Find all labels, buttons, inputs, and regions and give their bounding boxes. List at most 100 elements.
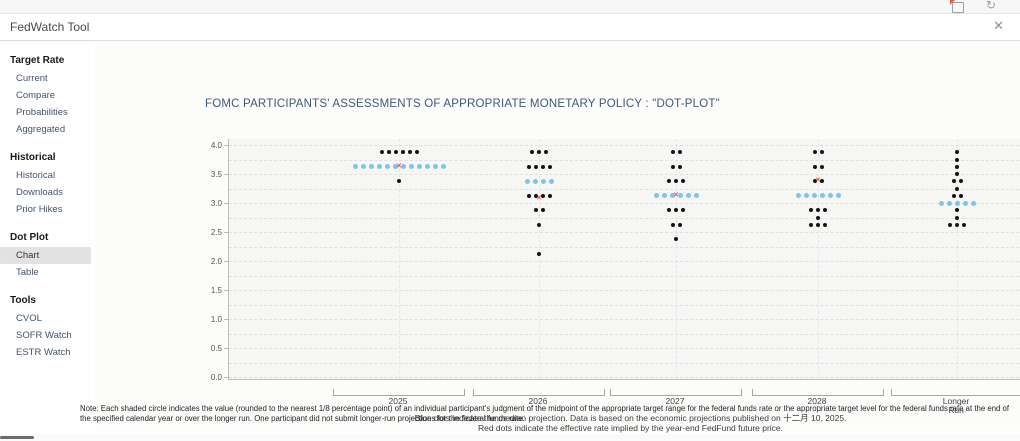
participant-dot	[533, 164, 538, 169]
y-tick-label: 2.5	[210, 228, 222, 237]
gridline	[229, 246, 1020, 248]
participant-dot	[540, 208, 545, 213]
participant-dot	[533, 208, 538, 213]
dot-row-2027-3.625	[670, 164, 682, 169]
sidebar-item-table[interactable]: Table	[16, 267, 39, 278]
sidebar-section-historical: Historical	[10, 152, 56, 163]
participant-dot	[819, 164, 824, 169]
dot-row-2028-2.75	[816, 215, 820, 220]
y-tick-label: 1.5	[210, 286, 222, 295]
gridline	[229, 203, 1020, 204]
dot-row-2026-3.875	[530, 150, 548, 155]
participant-dot	[670, 150, 675, 155]
dot-row-2027-2.375	[674, 237, 678, 242]
category-label-2028: 2028	[807, 396, 827, 406]
dot-row-longer-run-3.75	[955, 157, 959, 162]
median-projection-dot	[368, 164, 374, 170]
median-projection-dot	[685, 193, 691, 199]
sidebar-item-sofr-watch[interactable]: SOFR Watch	[16, 330, 72, 341]
refresh-icon[interactable]: ↻	[985, 0, 996, 12]
participant-dot	[955, 157, 959, 162]
caption-blue-dots: Blue dots indicate the median projection…	[414, 413, 847, 423]
dot-row-2027-3.125	[653, 193, 699, 199]
median-projection-dot	[352, 164, 358, 170]
category-bracket	[891, 389, 1020, 396]
chart-caption: Blue dots indicate the median projection…	[228, 413, 1020, 433]
participant-dot	[955, 215, 959, 220]
sidebar-item-aggregated[interactable]: Aggregated	[16, 124, 66, 135]
sidebar-item-probabilities[interactable]: Probabilities	[16, 107, 68, 118]
dot-row-longer-run-2.625	[948, 222, 966, 227]
dot-row-2026-3.125	[526, 193, 552, 198]
chart-title: FOMC PARTICIPANTS' ASSESSMENTS OF APPROP…	[205, 98, 720, 110]
participant-dot	[674, 208, 678, 213]
participant-dot	[681, 208, 685, 213]
median-projection-dot	[400, 164, 406, 170]
participant-dot	[386, 150, 391, 155]
median-projection-dot	[835, 193, 841, 199]
dot-row-2026-3.375	[524, 178, 554, 184]
gridline	[229, 377, 1020, 378]
participant-dot	[962, 222, 966, 227]
gridline	[229, 232, 1020, 233]
sidebar-item-historical[interactable]: Historical	[16, 170, 56, 181]
sidebar-item-cvol[interactable]: CVOL	[16, 313, 42, 324]
participant-dot	[667, 179, 671, 184]
implied-rate-marker: ✕	[396, 162, 402, 170]
gridline	[229, 362, 1020, 364]
participant-dot	[530, 150, 534, 155]
dot-row-2028-2.875	[809, 208, 827, 213]
median-projection-dot	[432, 164, 438, 170]
gridline	[229, 188, 1020, 190]
y-tick-label: 2.0	[210, 257, 222, 266]
median-projection-dot	[827, 193, 833, 199]
horizontal-scrollbar[interactable]	[0, 434, 1020, 441]
median-projection-dot	[677, 193, 683, 199]
participant-dot	[809, 208, 813, 213]
y-tick-label: 0.5	[210, 344, 222, 353]
participant-dot	[823, 208, 827, 213]
open-in-new-window-icon[interactable]	[950, 0, 964, 13]
median-projection-dot	[532, 178, 538, 184]
dot-row-2027-2.625	[670, 222, 682, 227]
sidebar-item-prior-hikes[interactable]: Prior Hikes	[16, 204, 63, 215]
y-tick-label: 3.5	[210, 170, 222, 179]
chart-panel: FOMC PARTICIPANTS' ASSESSMENTS OF APPROP…	[95, 41, 1020, 433]
dot-row-2026-2.875	[533, 208, 545, 213]
gridline	[229, 348, 1020, 349]
gridline	[229, 174, 1020, 175]
close-icon[interactable]: ✕	[993, 18, 1004, 33]
median-projection-dot	[693, 193, 699, 199]
y-tick-label: 3.0	[210, 199, 222, 208]
gridline	[229, 159, 1020, 161]
sidebar-item-estr-watch[interactable]: ESTR Watch	[16, 347, 71, 358]
gridline	[229, 290, 1020, 291]
category-bracket	[610, 389, 742, 396]
participant-dot	[951, 193, 956, 198]
y-tick-mark	[224, 348, 228, 349]
participant-dot	[526, 164, 531, 169]
participant-dot	[540, 193, 545, 198]
sidebar-item-downloads[interactable]: Downloads	[16, 187, 63, 198]
participant-dot	[407, 150, 412, 155]
category-label-2027: 2027	[665, 396, 685, 406]
category-guide-line	[818, 139, 819, 379]
participant-dot	[547, 193, 552, 198]
median-projection-dot	[819, 193, 825, 199]
median-projection-dot	[392, 164, 398, 170]
sidebar-item-chart[interactable]: Chart	[0, 247, 91, 264]
dot-row-2025-3.875	[379, 150, 419, 155]
dot-plot-chart: ✕ ✕ ✕ ✕	[228, 139, 1020, 380]
implied-rate-marker: ✕	[536, 195, 542, 203]
sidebar-section-dot-plot: Dot Plot	[10, 232, 49, 243]
median-projection-dot	[946, 200, 952, 206]
participant-dot	[670, 222, 675, 227]
sidebar-item-current[interactable]: Current	[16, 73, 48, 84]
y-tick-label: 0.0	[210, 373, 222, 382]
sidebar-item-compare[interactable]: Compare	[16, 90, 56, 101]
median-projection-dot	[376, 164, 382, 170]
scrollbar-thumb[interactable]	[0, 436, 34, 439]
gridline	[229, 217, 1020, 219]
category-guide-line	[676, 139, 677, 379]
